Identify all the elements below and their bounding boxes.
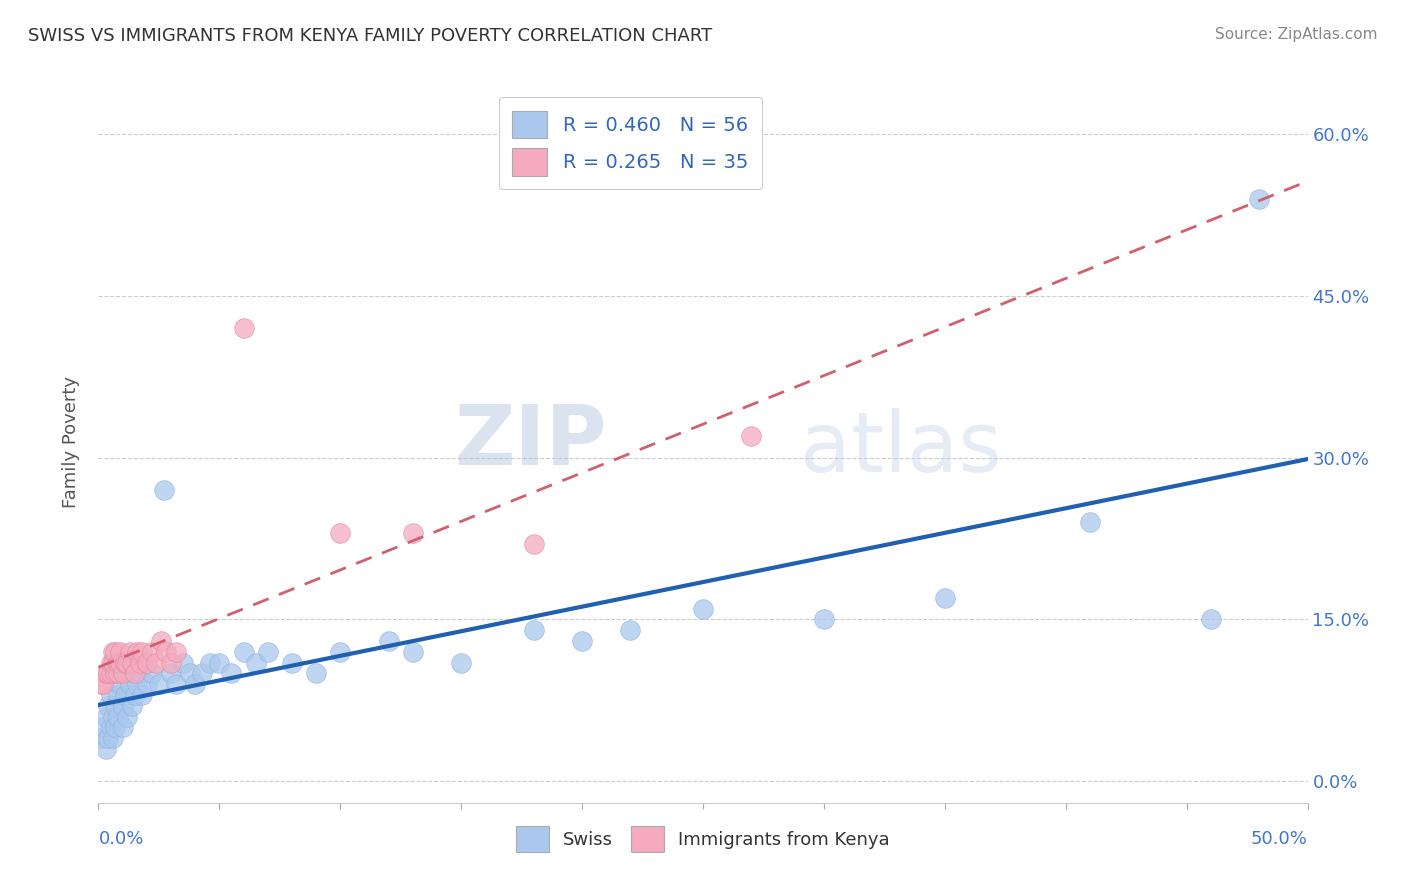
Point xyxy=(934,591,956,605)
Point xyxy=(100,666,122,681)
Point xyxy=(141,666,163,681)
Point xyxy=(90,677,112,691)
Point xyxy=(135,656,157,670)
Point xyxy=(221,666,243,681)
Point xyxy=(90,731,112,745)
Point xyxy=(571,634,593,648)
Point xyxy=(619,624,641,638)
Point xyxy=(97,731,120,745)
Point xyxy=(150,634,173,648)
Point xyxy=(813,612,835,626)
Text: ZIP: ZIP xyxy=(454,401,606,482)
Point xyxy=(111,720,134,734)
Point xyxy=(152,483,174,497)
Point xyxy=(329,526,352,541)
Point xyxy=(402,645,425,659)
Point xyxy=(135,677,157,691)
Point xyxy=(100,656,122,670)
Point xyxy=(114,688,136,702)
Point xyxy=(245,656,267,670)
Point xyxy=(165,677,187,691)
Point xyxy=(198,656,221,670)
Point xyxy=(523,537,546,551)
Point xyxy=(121,698,143,713)
Text: 0.0%: 0.0% xyxy=(98,830,143,847)
Text: 50.0%: 50.0% xyxy=(1251,830,1308,847)
Point xyxy=(128,656,150,670)
Point xyxy=(124,688,146,702)
Point xyxy=(127,645,149,659)
Point xyxy=(94,742,117,756)
Point xyxy=(114,656,136,670)
Point xyxy=(305,666,328,681)
Point xyxy=(94,709,117,723)
Point xyxy=(329,645,352,659)
Point xyxy=(101,656,124,670)
Point xyxy=(118,645,141,659)
Point xyxy=(160,656,183,670)
Point xyxy=(91,677,114,691)
Point xyxy=(128,666,150,681)
Point xyxy=(523,624,546,638)
Point xyxy=(111,698,134,713)
Legend: Swiss, Immigrants from Kenya: Swiss, Immigrants from Kenya xyxy=(509,819,897,859)
Point xyxy=(104,645,127,659)
Point xyxy=(108,677,131,691)
Point xyxy=(101,645,124,659)
Point xyxy=(91,720,114,734)
Point xyxy=(172,656,194,670)
Point xyxy=(108,656,131,670)
Point xyxy=(402,526,425,541)
Point xyxy=(111,666,134,681)
Point xyxy=(100,688,122,702)
Point xyxy=(1249,192,1271,206)
Y-axis label: Family Poverty: Family Poverty xyxy=(62,376,80,508)
Point xyxy=(131,645,153,659)
Point xyxy=(1199,612,1222,626)
Point xyxy=(155,645,177,659)
Point xyxy=(104,666,127,681)
Point xyxy=(145,656,167,670)
Point xyxy=(281,656,304,670)
Point xyxy=(97,666,120,681)
Point xyxy=(450,656,472,670)
Text: Source: ZipAtlas.com: Source: ZipAtlas.com xyxy=(1215,27,1378,42)
Point xyxy=(107,666,129,681)
Point xyxy=(692,601,714,615)
Point xyxy=(107,656,129,670)
Point xyxy=(141,645,163,659)
Point xyxy=(107,709,129,723)
Point xyxy=(160,666,183,681)
Point xyxy=(121,656,143,670)
Point xyxy=(179,666,201,681)
Point xyxy=(148,677,170,691)
Point xyxy=(101,731,124,745)
Point xyxy=(232,645,254,659)
Point xyxy=(124,666,146,681)
Point xyxy=(118,677,141,691)
Point xyxy=(107,688,129,702)
Point xyxy=(108,645,131,659)
Point xyxy=(127,677,149,691)
Point xyxy=(377,634,399,648)
Text: atlas: atlas xyxy=(800,409,1001,490)
Point xyxy=(165,645,187,659)
Point xyxy=(131,688,153,702)
Point xyxy=(208,656,231,670)
Point xyxy=(256,645,278,659)
Point xyxy=(104,720,127,734)
Text: SWISS VS IMMIGRANTS FROM KENYA FAMILY POVERTY CORRELATION CHART: SWISS VS IMMIGRANTS FROM KENYA FAMILY PO… xyxy=(28,27,713,45)
Point xyxy=(94,666,117,681)
Point xyxy=(1078,516,1101,530)
Point xyxy=(117,709,139,723)
Point xyxy=(191,666,214,681)
Point xyxy=(232,321,254,335)
Point xyxy=(104,698,127,713)
Point xyxy=(97,698,120,713)
Point xyxy=(101,709,124,723)
Point xyxy=(117,656,139,670)
Point xyxy=(184,677,207,691)
Point xyxy=(740,429,762,443)
Point xyxy=(100,720,122,734)
